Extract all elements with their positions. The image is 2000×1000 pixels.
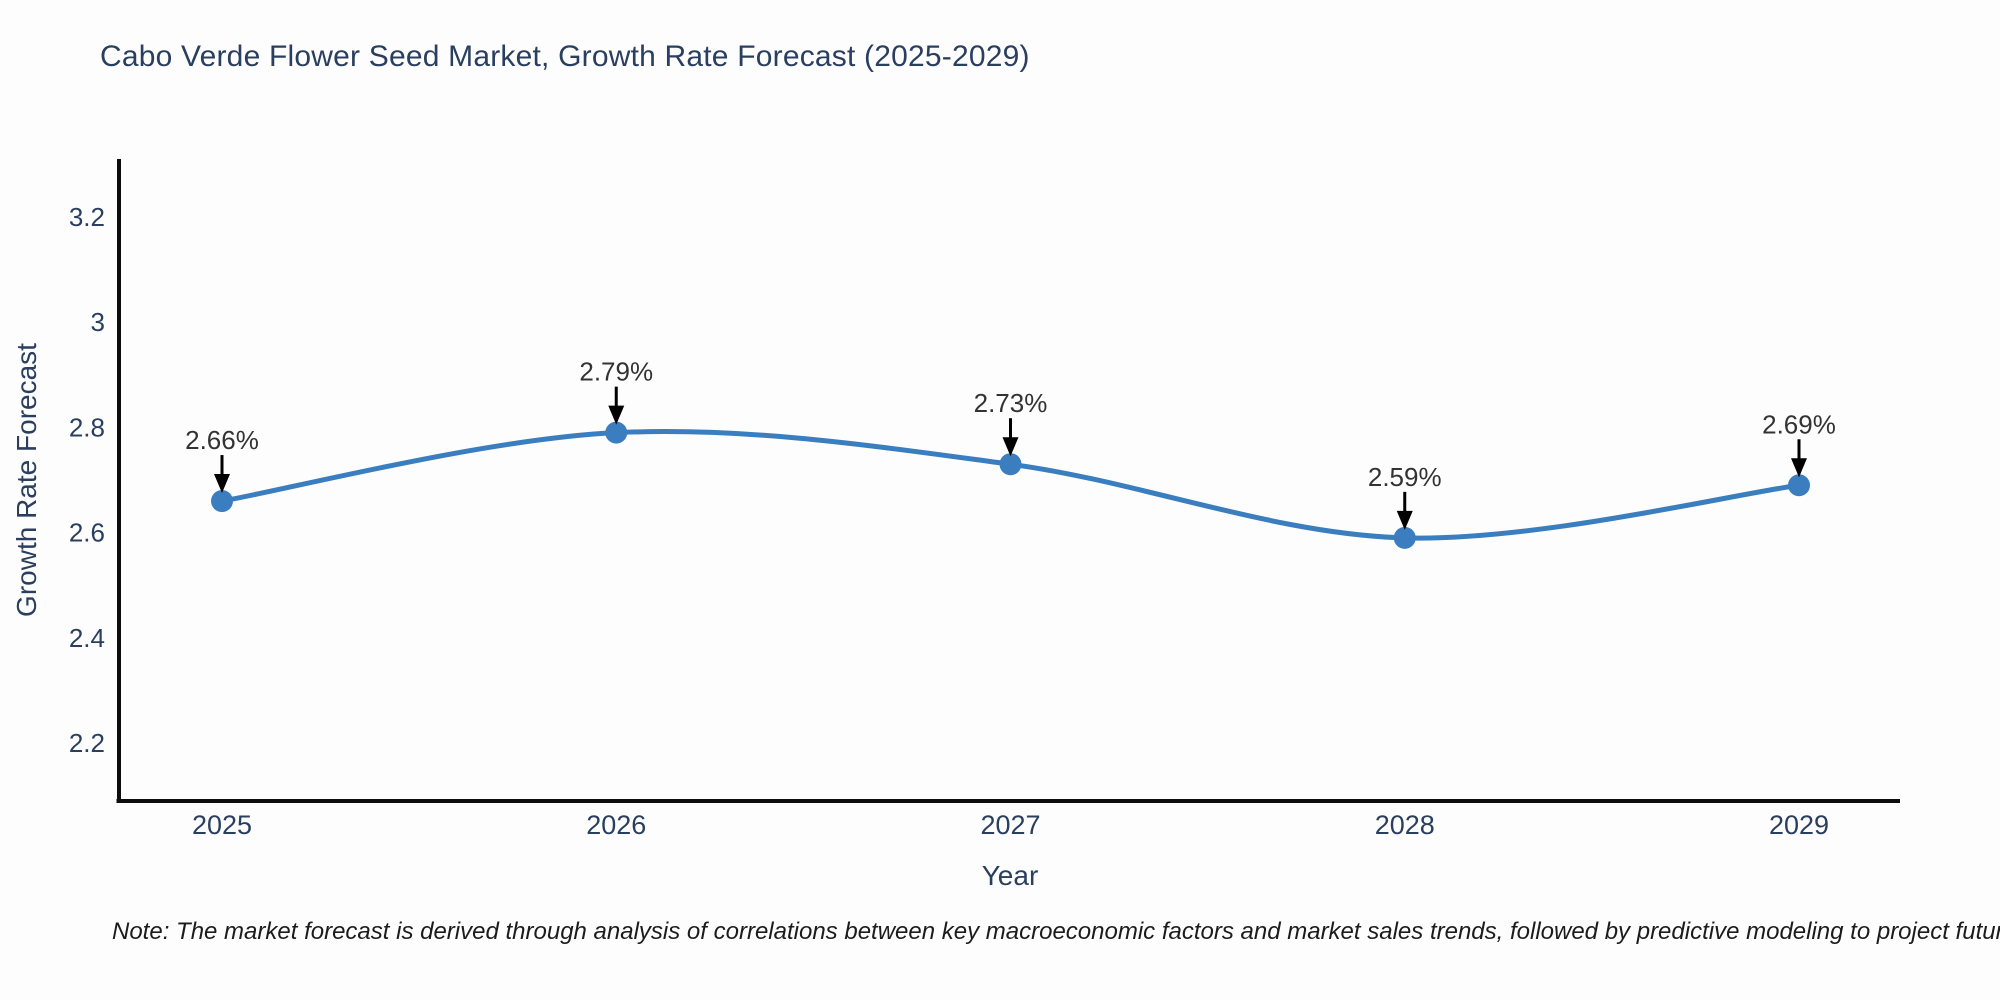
data-point-group: 2.59% [1368, 462, 1442, 549]
annotation-arrowhead [1396, 510, 1413, 530]
x-axis-title: Year [982, 860, 1039, 891]
x-tick-label: 2028 [1375, 810, 1435, 840]
data-point-group: 2.69% [1762, 409, 1836, 497]
y-axis-title: Growth Rate Forecast [11, 343, 42, 617]
data-point-marker [1393, 526, 1416, 549]
annotation-label: 2.73% [974, 388, 1048, 418]
y-tick-label: 3 [91, 307, 105, 337]
plot-area: 2.2 2.4 2.6 2.8 3 3.2 2025 2026 2027 2028 2029 2.66… [69, 159, 1900, 840]
data-point-marker [605, 421, 628, 444]
data-point-group: 2.79% [579, 357, 653, 444]
annotation-arrowhead [1791, 458, 1807, 478]
y-tick-label: 2.8 [69, 412, 105, 442]
data-point-group: 2.73% [974, 388, 1048, 476]
annotation-label: 2.59% [1368, 462, 1442, 492]
annotation-label: 2.69% [1762, 409, 1836, 439]
annotation-label: 2.79% [579, 357, 653, 387]
chart-title: Cabo Verde Flower Seed Market, Growth Ra… [100, 40, 1030, 73]
data-point-marker [211, 490, 233, 513]
x-tick-label: 2027 [980, 810, 1040, 840]
y-tick-label: 3.2 [69, 202, 105, 232]
x-tick-label: 2029 [1769, 810, 1829, 840]
x-tick-label: 2025 [192, 810, 252, 840]
annotation-arrowhead [608, 405, 625, 425]
annotation-label: 2.66% [185, 425, 259, 455]
annotation-arrowhead [1002, 437, 1019, 457]
footnote: Note: The market forecast is derived thr… [112, 918, 2000, 945]
data-point-group: 2.66% [185, 425, 259, 513]
x-tick-label: 2026 [586, 810, 646, 840]
annotation-arrowhead [214, 474, 230, 494]
data-point-marker [1788, 474, 1810, 497]
y-tick-label: 2.4 [69, 623, 105, 653]
data-point-marker [999, 453, 1022, 476]
y-tick-label: 2.2 [69, 728, 105, 758]
y-tick-label: 2.6 [69, 518, 105, 548]
